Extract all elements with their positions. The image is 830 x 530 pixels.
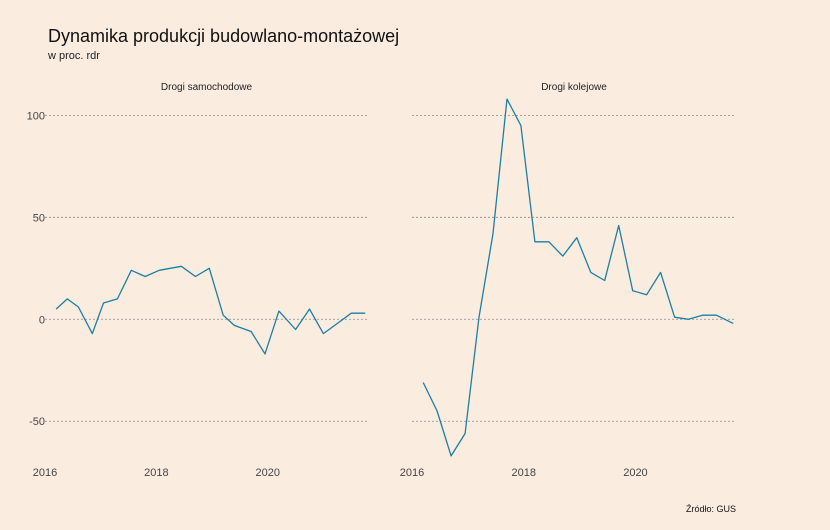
y-tick-label: -50 (29, 416, 45, 428)
chart-subtitle: w proc. rdr (48, 50, 100, 62)
y-tick-label: 100 (27, 110, 45, 122)
x-tick-label: 2016 (400, 467, 424, 479)
series-line (422, 98, 734, 457)
y-tick-label: 50 (33, 212, 45, 224)
panel-title: Drogi kolejowe (541, 82, 607, 93)
x-tick-label: 2020 (256, 467, 280, 479)
chart-title: Dynamika produkcji budowlano-montażowej (48, 26, 400, 46)
panel-2: Drogi kolejowe 2016 2018 2020 (400, 82, 736, 479)
x-tick-label: 2020 (623, 467, 647, 479)
panel-1: Drogi samochodowe -50 0 50 100 2016 2018 2020 (27, 82, 368, 479)
x-tick-label: 2016 (33, 467, 57, 479)
x-tick-label: 2018 (511, 467, 535, 479)
panel-title: Drogi samochodowe (161, 82, 253, 93)
series-line (55, 265, 366, 355)
source-note: Źródło: GUS (685, 504, 736, 514)
x-tick-label: 2018 (144, 467, 168, 479)
y-tick-label: 0 (39, 314, 45, 326)
